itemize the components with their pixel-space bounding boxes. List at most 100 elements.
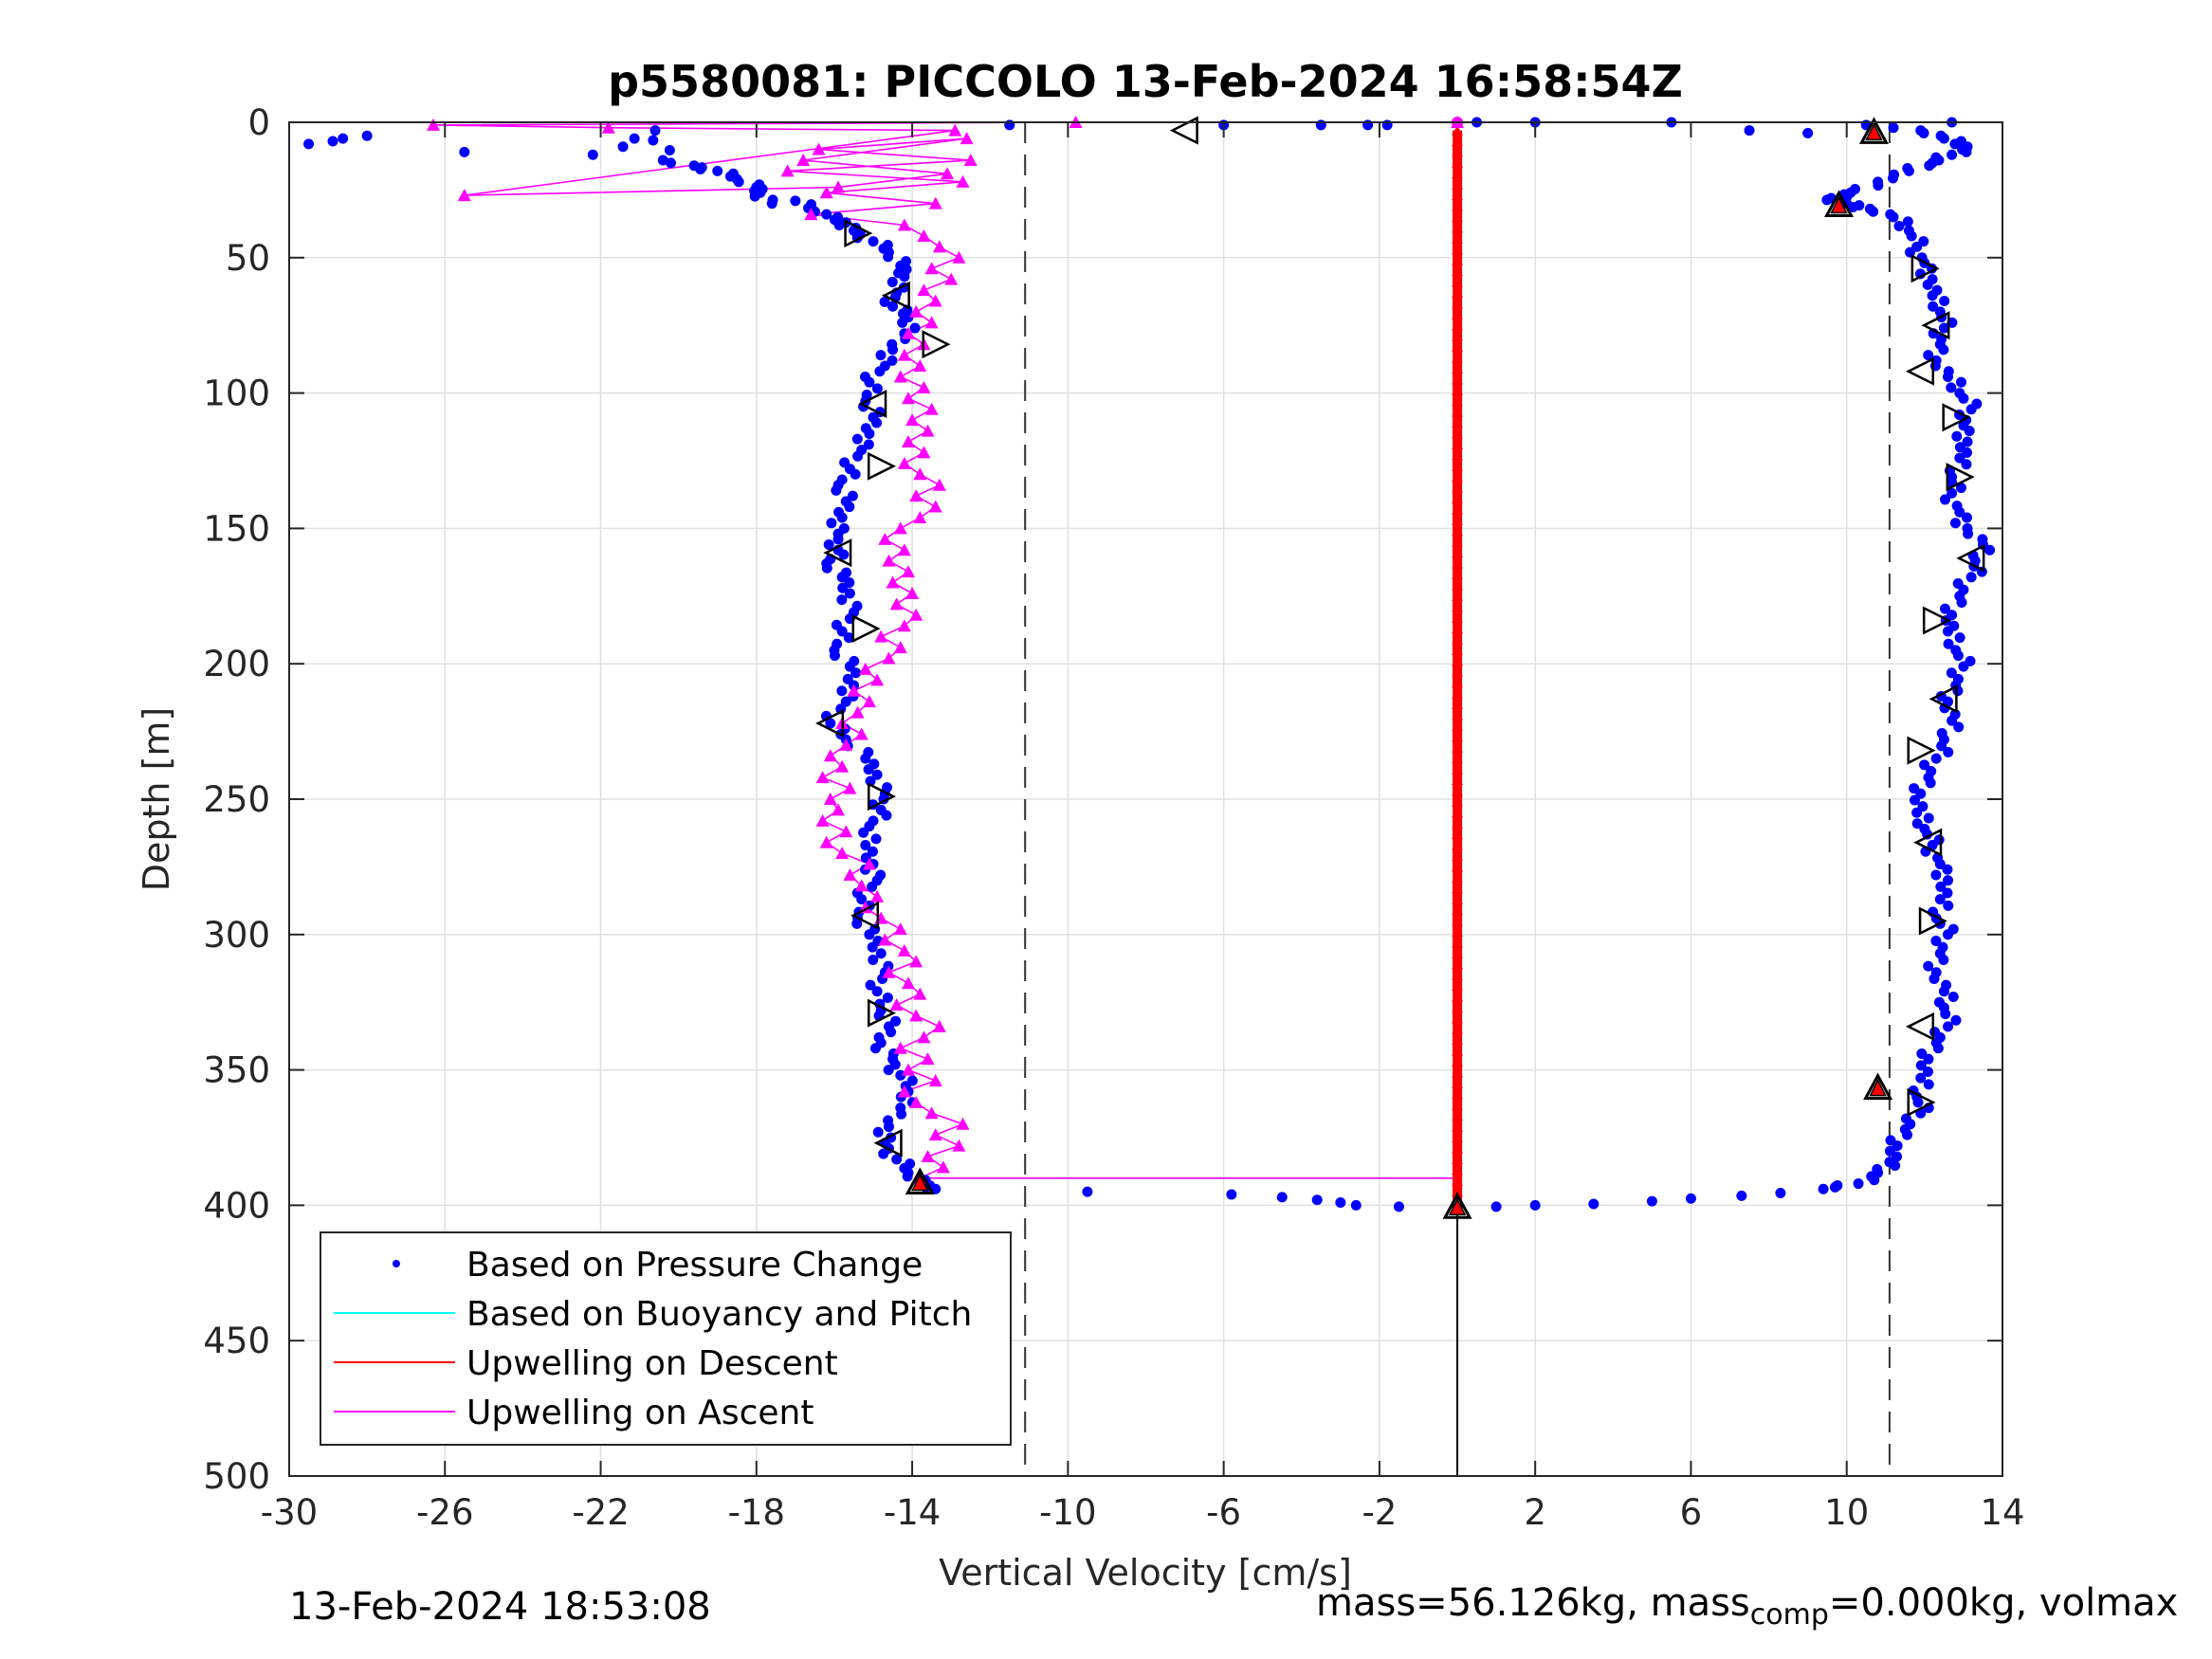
pressure-point (865, 979, 876, 991)
pressure-point (837, 582, 849, 593)
pressure-point (1933, 834, 1945, 846)
ascent-point (901, 565, 915, 578)
ascent-point (897, 619, 911, 632)
descent-upwelling-point (1452, 742, 1464, 753)
descent-upwelling-point (1452, 277, 1464, 287)
open-triangle-marker (1913, 828, 1943, 857)
descent-upwelling-point (1452, 970, 1464, 980)
ascent-point (924, 316, 939, 329)
legend-label-descent: Upwelling on Descent (466, 1344, 838, 1383)
ascent-point (870, 673, 885, 686)
pressure-point (1942, 864, 1953, 875)
ascent-point (832, 180, 846, 193)
pressure-point (1952, 577, 1964, 589)
ascent-point (812, 142, 826, 155)
pressure-point (836, 685, 848, 697)
pressure-point (849, 655, 860, 666)
descent-upwelling-point (1452, 1154, 1464, 1164)
pressure-point (1588, 1198, 1600, 1210)
ascent-point (913, 467, 927, 481)
descent-upwelling-point (1452, 439, 1464, 449)
mass-text: mass=56.126kg, mass (1316, 1581, 1750, 1625)
ascent-point (870, 889, 885, 902)
legend-box (320, 1231, 1012, 1446)
pressure-point (858, 827, 869, 838)
pressure-point (1937, 941, 1948, 953)
pressure-point (1956, 596, 1967, 608)
pressure-point (878, 1148, 889, 1159)
descent-upwelling-point (1452, 732, 1464, 742)
pressure-point (863, 746, 874, 757)
pressure-point (1915, 1060, 1927, 1071)
ascent-point (889, 597, 904, 611)
x-tick-label: -18 (728, 1492, 785, 1533)
ascent-point (956, 174, 970, 188)
pressure-point (1943, 900, 1954, 911)
descent-upwelling-point (1452, 1121, 1464, 1132)
y-tick-label: 200 (203, 644, 270, 684)
mass-comp-subscript: comp (1749, 1598, 1829, 1632)
ascent-point (901, 392, 915, 405)
descent-upwelling-point (1452, 948, 1464, 958)
descent-upwelling-point (1452, 147, 1464, 157)
pressure-point (1962, 436, 1973, 447)
red-triangle-markers (905, 117, 1893, 1219)
pressure-point (868, 815, 879, 827)
pressure-point (882, 782, 893, 793)
pressure-point (1926, 765, 1937, 776)
ascent-point (901, 435, 915, 448)
pressure-point (867, 941, 878, 953)
x-tick-label: -30 (261, 1492, 318, 1533)
ascent-point (936, 1160, 950, 1174)
pressure-point (695, 164, 706, 175)
pressure-point (886, 1027, 897, 1038)
descent-upwelling-point (1452, 320, 1464, 331)
pressure-point (1936, 728, 1947, 739)
ascent-point (893, 521, 907, 535)
x-tick-label: 14 (1980, 1492, 2024, 1533)
pressure-point (867, 881, 878, 892)
pressure-point (1947, 923, 1959, 935)
pressure-point (870, 833, 882, 845)
descent-upwelling-point (1452, 926, 1464, 937)
ascent-point (948, 123, 962, 137)
pressure-point (1923, 350, 1934, 361)
y-tick-label: 500 (203, 1456, 270, 1497)
ascent-point (897, 348, 911, 361)
axis-ticks: -30 -26 -22 -18 -14 -10 -6 -2 2 6 10 14050100150200… (203, 102, 2024, 1533)
ascent-point (941, 167, 955, 180)
descent-upwelling-point (1452, 938, 1464, 948)
descent-upwelling-point (1452, 1143, 1464, 1154)
pressure-point (838, 549, 850, 560)
y-tick-label: 350 (203, 1050, 270, 1091)
pressure-point (1943, 746, 1954, 757)
pressure-point (1951, 501, 1963, 512)
pressure-point (1965, 655, 1976, 666)
ascent-point (928, 1074, 942, 1087)
descent-upwelling-point (1452, 645, 1464, 655)
pressure-point (1924, 160, 1935, 172)
pressure-point (1832, 1179, 1843, 1191)
pressure-point (868, 954, 879, 965)
pressure-point (1909, 794, 1920, 806)
ascent-point (909, 955, 923, 968)
pressure-point (867, 846, 878, 857)
ascent-point (960, 132, 974, 145)
pressure-point (1736, 1190, 1747, 1201)
pressure-point (875, 350, 887, 361)
descent-upwelling-point (1452, 796, 1464, 807)
ascent-point (897, 456, 911, 469)
pressure-point (850, 667, 862, 679)
descent-upwelling-point (1452, 287, 1464, 298)
descent-upwelling-point (1452, 905, 1464, 916)
ascent-point (917, 228, 931, 242)
descent-upwelling-point (1452, 1057, 1464, 1067)
pressure-point (1952, 650, 1964, 662)
mass-comp-text: =0.000kg, volmax (1828, 1581, 2179, 1625)
pressure-point (1909, 783, 1920, 794)
descent-upwelling-point (1452, 396, 1464, 407)
pressure-point (839, 457, 850, 468)
pressure-point (1938, 954, 1949, 965)
pressure-point (1905, 246, 1916, 258)
